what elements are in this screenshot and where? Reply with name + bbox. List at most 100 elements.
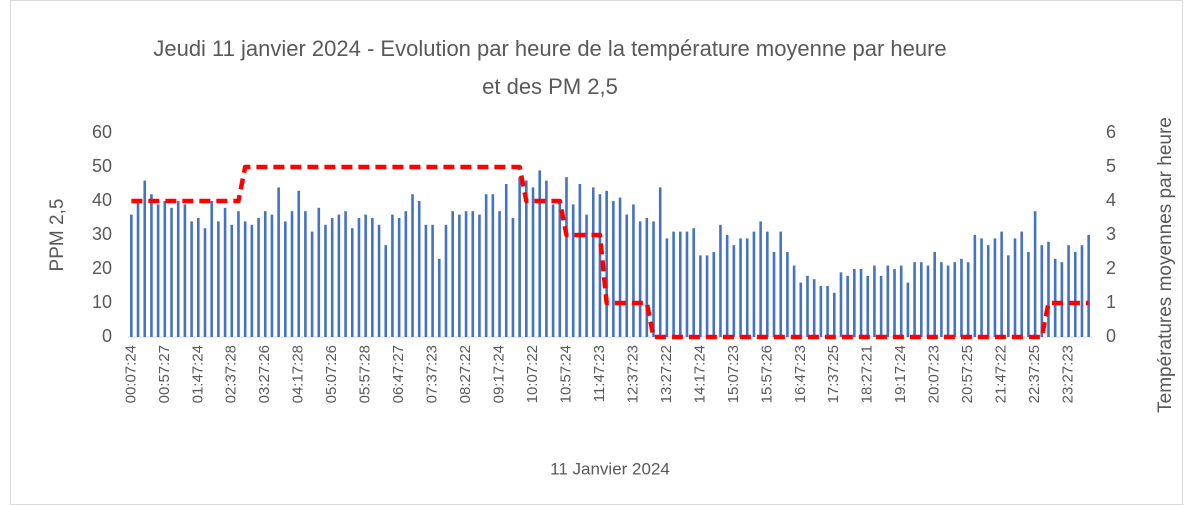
bar (424, 224, 428, 337)
bar (565, 177, 568, 337)
x-tick-label: 17:37:25 (825, 345, 842, 403)
bar (491, 194, 495, 337)
y2-tick-label: 6 (1106, 122, 1116, 142)
x-tick-label: 23:27:23 (1060, 345, 1077, 403)
y-tick-label: 40 (92, 190, 112, 210)
y2-tick-label: 1 (1106, 292, 1116, 312)
bar (176, 201, 180, 337)
bar (973, 235, 977, 337)
bar (223, 207, 227, 337)
x-tick-label: 12:37:23 (624, 345, 641, 403)
bar (759, 221, 762, 337)
bar (1067, 245, 1070, 337)
bar (330, 218, 334, 337)
x-tick-label: 11:47:23 (591, 345, 608, 402)
bar (1013, 238, 1017, 337)
bar (411, 194, 414, 337)
bar (1080, 245, 1084, 337)
bar (357, 218, 361, 337)
bar (210, 201, 213, 337)
bar (277, 187, 280, 337)
x-tick-label: 20:57:25 (959, 345, 976, 403)
bar (993, 238, 997, 337)
x-tick-label: 05:57:28 (357, 345, 374, 403)
bar (692, 228, 695, 337)
bar (879, 275, 883, 337)
bar (1027, 252, 1030, 337)
bar (498, 211, 501, 337)
x-tick-label: 20:07:23 (926, 345, 943, 403)
y2-tick-label: 5 (1106, 156, 1116, 176)
bar (585, 214, 588, 337)
bar (1033, 211, 1037, 337)
bar (143, 180, 147, 337)
x-tick-label: 16:47:23 (792, 345, 809, 403)
bar (437, 258, 441, 337)
x-tick-label: 21:47:22 (993, 345, 1010, 403)
y-tick-label: 10 (92, 292, 112, 312)
bar (678, 231, 682, 337)
bar (183, 204, 187, 337)
bar (712, 252, 716, 337)
bar (591, 187, 595, 337)
bar (745, 238, 749, 337)
bar (196, 218, 200, 337)
bar (739, 238, 742, 337)
chart-title: Jeudi 11 janvier 2024 - Evolution par he… (153, 36, 947, 99)
bar (926, 265, 930, 337)
bar (766, 231, 769, 337)
bar (632, 204, 635, 337)
x-tick-label: 15:07:23 (725, 345, 742, 403)
bar (1073, 252, 1077, 337)
bar (933, 252, 936, 337)
x-tick-label: 00:07:24 (122, 345, 139, 403)
bar (471, 211, 475, 337)
y2-tick-label: 0 (1106, 326, 1116, 346)
bar (397, 218, 401, 337)
bar (839, 272, 843, 337)
bar (551, 204, 555, 337)
chart-border (10, 0, 1183, 505)
bar (297, 190, 301, 337)
bar (1020, 231, 1024, 337)
y2-tick-label: 3 (1106, 224, 1116, 244)
x-tick-label: 10:57:24 (557, 345, 574, 403)
bar (237, 211, 240, 337)
bar (190, 221, 193, 337)
bar (672, 231, 675, 337)
x-tick-label: 19:17:24 (892, 345, 909, 403)
bar (270, 214, 274, 337)
bar (578, 184, 582, 337)
bar (899, 265, 903, 337)
bar (819, 286, 823, 337)
bar (263, 211, 267, 337)
y-axis-label: PPM 2,5 (47, 199, 68, 272)
x-tick-label: 06:47:27 (390, 345, 407, 403)
bar (725, 235, 729, 337)
bar (371, 218, 374, 337)
bar (217, 221, 220, 337)
x-tick-label: 03:27:26 (256, 345, 273, 403)
x-axis-label: 11 Janvier 2024 (550, 459, 670, 478)
bar (170, 207, 173, 337)
y-tick-label: 30 (92, 224, 112, 244)
y2-axis-label: Températures moyennes par heure (1155, 117, 1176, 413)
temperature-line (131, 164, 1089, 340)
y2-tick-label: 2 (1106, 258, 1116, 278)
bar (866, 275, 870, 337)
bar (163, 201, 167, 337)
bar (518, 177, 521, 337)
bar (719, 224, 722, 337)
x-tick-label: 22:37:25 (1026, 345, 1043, 403)
bar (986, 245, 990, 337)
bar (1007, 255, 1010, 337)
y-tick-label: 0 (102, 326, 112, 346)
bar (250, 224, 254, 337)
bar (799, 282, 803, 337)
bar (478, 214, 481, 337)
bar (571, 204, 575, 337)
bar (545, 180, 548, 337)
bar (645, 218, 649, 337)
